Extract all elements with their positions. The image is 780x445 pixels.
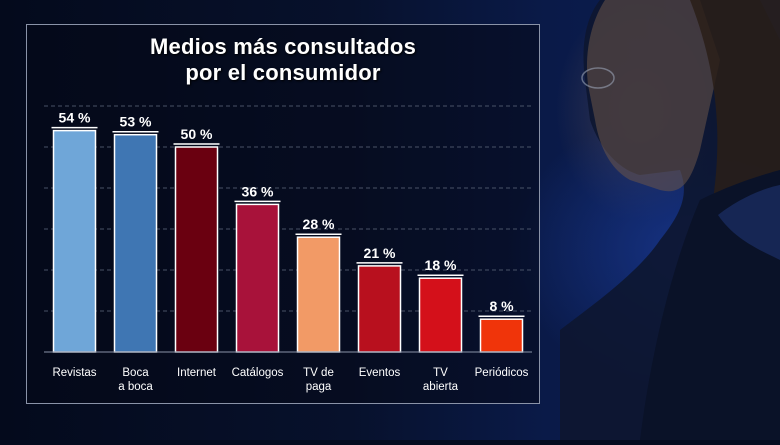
bar [418, 277, 463, 353]
bar [296, 236, 341, 353]
chart-title-line-1: Medios más consultados [149, 34, 416, 59]
category-label: TV [433, 367, 448, 379]
category-label: Internet [177, 367, 217, 379]
data-label: 54 % [59, 110, 91, 126]
bar [113, 133, 158, 353]
data-label: 21 % [364, 245, 396, 261]
bar [479, 318, 524, 353]
category-label: Boca [122, 367, 149, 379]
bar [52, 129, 97, 353]
data-label: 18 % [425, 257, 457, 273]
data-label: 36 % [242, 183, 274, 199]
chart-title-line-2: por el consumidor [185, 60, 381, 85]
category-label: a boca [118, 381, 153, 393]
category-label: Catálogos [232, 367, 284, 379]
category-label: paga [306, 381, 332, 393]
bar [174, 146, 219, 353]
chart-title: Medios más consultados por el consumidor [26, 34, 540, 86]
category-label: abierta [423, 381, 459, 393]
data-label: 28 % [303, 216, 335, 232]
data-label: 50 % [181, 126, 213, 142]
category-label: Eventos [359, 367, 401, 379]
bar [235, 203, 280, 353]
bar [357, 265, 402, 353]
data-label: 53 % [120, 114, 152, 130]
data-label: 8 % [489, 298, 514, 314]
category-label: Revistas [52, 367, 96, 379]
category-label: Periódicos [475, 367, 529, 379]
category-label: TV de [303, 367, 334, 379]
